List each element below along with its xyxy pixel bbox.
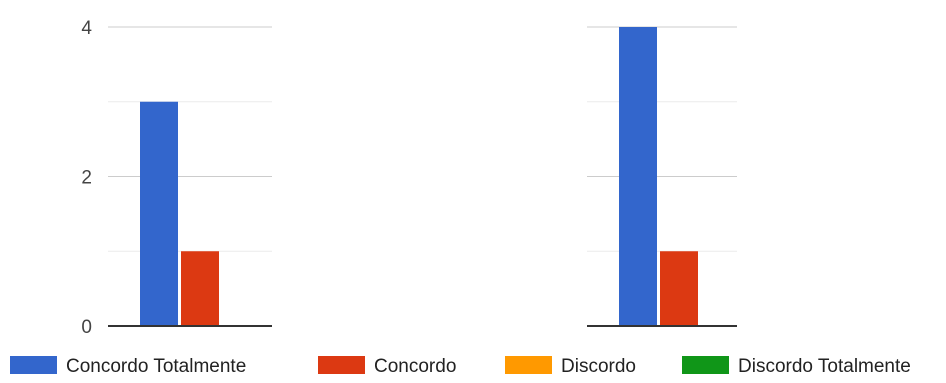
y-tick-label: 0 <box>81 317 92 338</box>
legend-swatch <box>682 356 729 374</box>
bar-concordo-totalmente[interactable] <box>140 101 178 326</box>
legend-label: Discordo <box>561 356 636 377</box>
legend-label: Discordo Totalmente <box>738 356 911 377</box>
bar-concordo[interactable] <box>660 251 698 326</box>
legend-swatch <box>318 356 365 374</box>
y-tick-label: 2 <box>81 168 92 189</box>
gridlines <box>108 26 737 252</box>
bars <box>140 27 698 326</box>
bar-concordo[interactable] <box>181 251 219 326</box>
legend-swatch <box>10 356 57 374</box>
legend-swatch <box>505 356 552 374</box>
y-tick-label: 4 <box>81 18 92 39</box>
legend-item[interactable]: Concordo <box>318 356 456 377</box>
legend-label: Concordo <box>374 356 456 377</box>
legend-item[interactable]: Discordo <box>505 356 636 377</box>
legend-item[interactable]: Discordo Totalmente <box>682 356 911 377</box>
legend-label: Concordo Totalmente <box>66 356 246 377</box>
legend[interactable]: Concordo Totalmente Concordo Discordo Disco… <box>10 356 911 377</box>
legend-item[interactable]: Concordo Totalmente <box>10 356 246 377</box>
bar-concordo-totalmente[interactable] <box>619 27 657 326</box>
y-axis: 0 2 4 <box>81 18 92 338</box>
